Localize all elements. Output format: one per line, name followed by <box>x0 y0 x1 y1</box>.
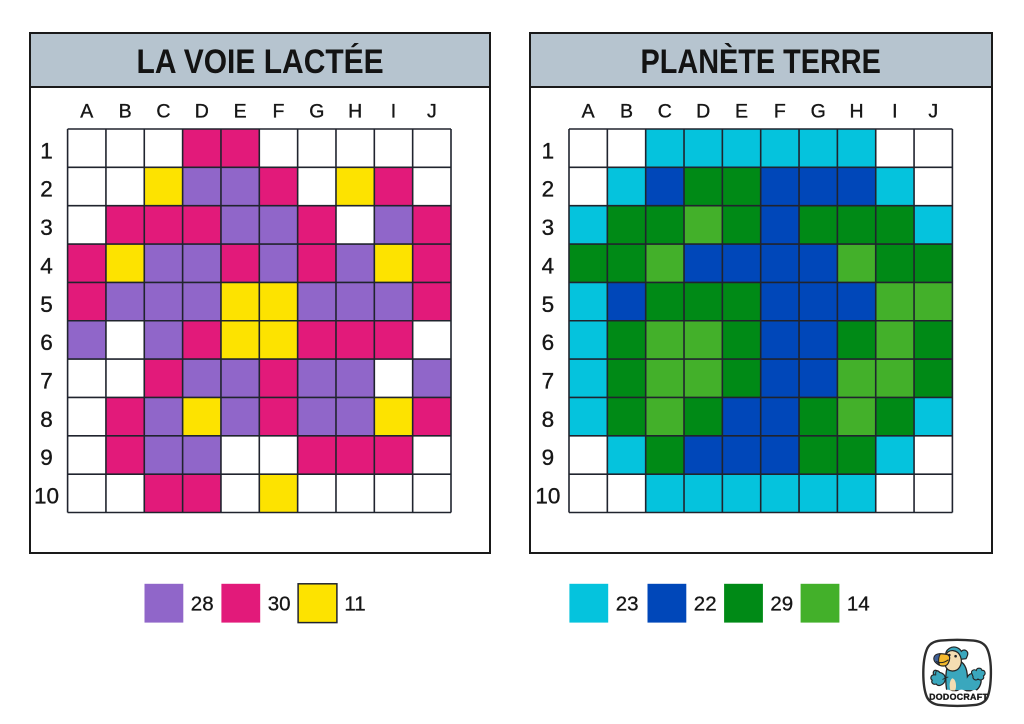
svg-text:A: A <box>582 101 595 123</box>
svg-text:2: 2 <box>40 177 53 202</box>
svg-text:1: 1 <box>542 138 555 163</box>
svg-text:DODOCRAFT: DODOCRAFT <box>929 692 988 702</box>
svg-text:2: 2 <box>542 177 555 202</box>
svg-text:A: A <box>80 101 93 123</box>
svg-text:3: 3 <box>40 215 53 240</box>
svg-text:E: E <box>735 101 748 123</box>
svg-text:5: 5 <box>542 292 555 317</box>
svg-text:8: 8 <box>40 407 53 432</box>
svg-text:H: H <box>850 101 864 123</box>
svg-text:29: 29 <box>770 593 793 616</box>
svg-text:10: 10 <box>34 484 59 509</box>
svg-text:1: 1 <box>40 138 53 163</box>
svg-text:30: 30 <box>268 593 291 616</box>
svg-text:9: 9 <box>40 445 53 470</box>
svg-text:7: 7 <box>40 368 53 393</box>
svg-text:F: F <box>273 101 285 123</box>
svg-text:G: G <box>811 101 826 123</box>
svg-text:F: F <box>774 101 786 123</box>
svg-text:10: 10 <box>535 484 560 509</box>
svg-text:14: 14 <box>847 593 870 616</box>
svg-text:6: 6 <box>542 330 555 355</box>
svg-text:I: I <box>391 101 396 123</box>
svg-text:H: H <box>348 101 362 123</box>
svg-text:D: D <box>195 101 209 123</box>
svg-text:9: 9 <box>542 445 555 470</box>
svg-text:C: C <box>658 101 672 123</box>
svg-text:23: 23 <box>616 593 639 616</box>
svg-text:B: B <box>119 101 132 123</box>
svg-text:D: D <box>696 101 710 123</box>
svg-text:28: 28 <box>191 593 214 616</box>
svg-text:3: 3 <box>542 215 555 240</box>
svg-text:5: 5 <box>40 292 53 317</box>
svg-text:J: J <box>928 101 938 123</box>
svg-text:4: 4 <box>40 253 53 278</box>
svg-text:11: 11 <box>344 593 365 616</box>
svg-text:B: B <box>620 101 633 123</box>
svg-text:E: E <box>234 101 247 123</box>
svg-text:7: 7 <box>542 368 555 393</box>
svg-text:4: 4 <box>542 253 555 278</box>
svg-text:22: 22 <box>694 593 717 616</box>
svg-text:J: J <box>427 101 437 123</box>
svg-text:G: G <box>309 101 324 123</box>
svg-text:C: C <box>156 101 170 123</box>
svg-text:8: 8 <box>542 407 555 432</box>
svg-text:6: 6 <box>40 330 53 355</box>
svg-text:I: I <box>892 101 897 123</box>
